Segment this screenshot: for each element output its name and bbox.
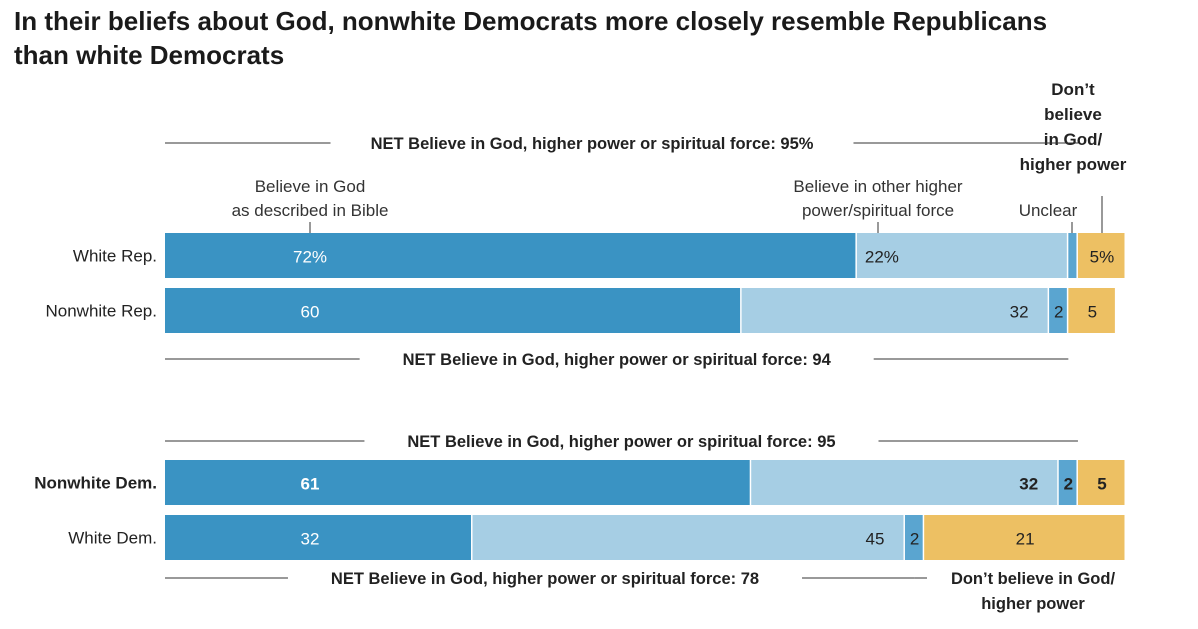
bar-segment-r2-s1 xyxy=(165,288,741,333)
data-label-r2-s2: 32 xyxy=(1010,303,1029,322)
net-annotation-2: NET Believe in God, higher power or spir… xyxy=(403,351,832,369)
data-label-r3-s3: 2 xyxy=(1064,475,1073,494)
data-label-r3-s4: 5 xyxy=(1097,475,1106,494)
bar-segment-r4-s2 xyxy=(472,515,904,560)
bar-segment-r1-s4 xyxy=(1077,233,1125,278)
chart-title: In their beliefs about God, nonwhite Dem… xyxy=(14,4,1047,72)
bar-segment-r2-s3 xyxy=(1049,288,1067,333)
row-label-4: White Dem. xyxy=(68,529,157,548)
header-dont-believe-line-4: higher power xyxy=(1020,155,1127,174)
bar-segment-r1-s3 xyxy=(1068,233,1077,278)
row-label-2: Nonwhite Rep. xyxy=(45,302,157,321)
bar-segment-r4-s4 xyxy=(924,515,1125,560)
row-label-3: Nonwhite Dem. xyxy=(34,474,157,493)
footer-note-line-1: Don’t believe in God/ xyxy=(951,570,1116,588)
net-annotation-4: NET Believe in God, higher power or spir… xyxy=(331,570,759,588)
net-annotation-1: NET Believe in God, higher power or spir… xyxy=(371,135,814,153)
bar-segment-r4-s1 xyxy=(165,515,472,560)
data-label-r1-s2: 22% xyxy=(865,248,899,267)
header-bible-line-2: as described in Bible xyxy=(232,201,389,220)
header-unclear: Unclear xyxy=(1019,201,1078,220)
chart-title-line-1: In their beliefs about God, nonwhite Dem… xyxy=(14,6,1048,36)
data-label-r4-s2: 45 xyxy=(866,530,885,549)
chart-title-line-2: than white Democrats xyxy=(14,40,285,70)
bar-segment-r3-s1 xyxy=(165,460,750,505)
data-label-r2-s3: 2 xyxy=(1054,303,1063,322)
data-label-r1-s4: 5% xyxy=(1090,248,1115,267)
header-dont-believe-line-3: in God/ xyxy=(1044,130,1103,149)
bar-segment-r3-s2 xyxy=(751,460,1058,505)
bar-segment-r2-s4 xyxy=(1068,288,1115,333)
bar-segment-r3-s4 xyxy=(1077,460,1125,505)
bar-segment-r4-s3 xyxy=(904,515,923,560)
row-label-1: White Rep. xyxy=(73,247,157,266)
data-label-r3-s2: 32 xyxy=(1019,475,1038,494)
header-bible-line-1: Believe in God xyxy=(255,177,366,196)
header-dont-believe-line-1: Don’t xyxy=(1051,80,1095,99)
data-label-r1-s1: 72% xyxy=(293,248,327,267)
data-label-r2-s1: 60 xyxy=(301,303,320,322)
header-other-power-line-1: Believe in other higher xyxy=(793,177,963,196)
bar-segment-r2-s2 xyxy=(741,288,1048,333)
data-label-r4-s4: 21 xyxy=(1016,530,1035,549)
bar-segment-r1-s1 xyxy=(165,233,856,278)
data-label-r4-s3: 2 xyxy=(910,530,919,549)
bar-segment-r1-s2 xyxy=(856,233,1067,278)
header-dont-believe-line-2: believe xyxy=(1044,105,1102,124)
bar-segment-r3-s3 xyxy=(1058,460,1077,505)
net-annotation-3: NET Believe in God, higher power or spir… xyxy=(407,433,835,451)
data-label-r4-s1: 32 xyxy=(301,530,320,549)
data-label-r2-s4: 5 xyxy=(1088,303,1097,322)
footer-note-line-2: higher power xyxy=(981,595,1085,613)
header-other-power-line-2: power/spiritual force xyxy=(802,201,954,220)
data-label-r3-s1: 61 xyxy=(301,475,320,494)
